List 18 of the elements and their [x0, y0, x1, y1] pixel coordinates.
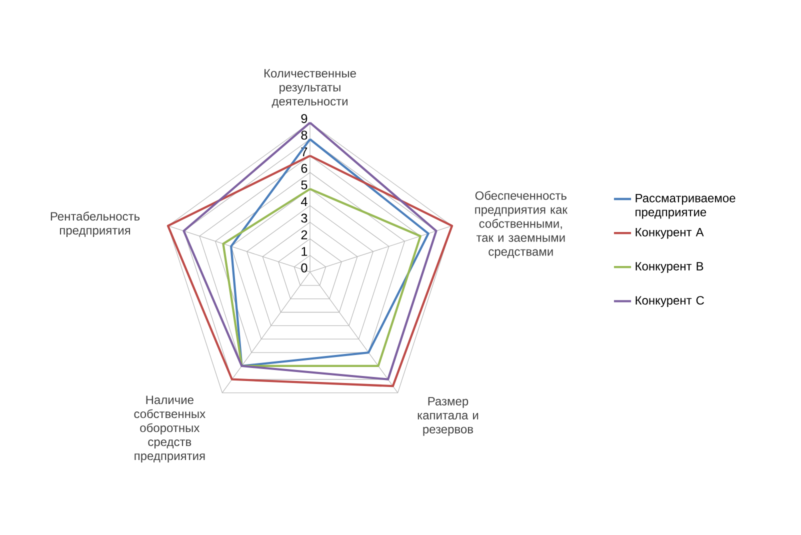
y-tick-label: 6 [301, 164, 308, 173]
legend-label: Конкурент С [636, 296, 704, 308]
y-tick-label: 4 [300, 197, 308, 206]
y-tick-label: 0 [301, 263, 308, 272]
spoke-label: Рентабельность предприятия [50, 212, 140, 237]
spoke-label: Наличие собственных оборотных средств предприятия [134, 396, 206, 462]
spoke-label: Обеспеченность предприятия как собственными, так и заемными средствами [475, 190, 568, 258]
legend-label: Конкурент А [636, 228, 704, 239]
spoke-label: Количественные результаты деятельности [264, 69, 356, 108]
legend-label: Рассматриваемое предприятие [636, 194, 736, 219]
y-tick-label: 5 [301, 180, 308, 190]
y-tick-label: 3 [301, 214, 308, 223]
y-tick-label: 8 [301, 130, 308, 140]
legend-label: Конкурент В [636, 262, 704, 273]
spoke-label: Размер капитала и резервов [418, 397, 478, 436]
y-tick-label: 2 [301, 230, 308, 240]
y-tick-label: 9 [301, 114, 308, 124]
y-tick-label: 1 [302, 247, 308, 256]
